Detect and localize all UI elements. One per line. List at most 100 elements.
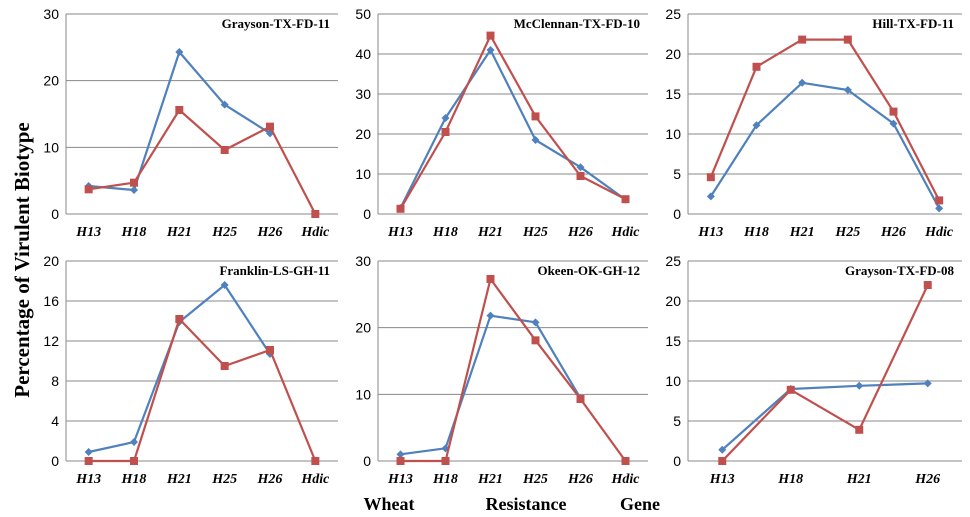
x-tick-label: H25	[211, 225, 237, 240]
x-tick-label: H25	[211, 472, 237, 487]
data-point-diamond	[706, 192, 715, 201]
series-red	[84, 315, 320, 465]
y-tick-label: 0	[673, 453, 681, 469]
x-tick-label: H21	[166, 472, 192, 487]
chart-panels: 0 10 20 30 H13 H18 H21 H25 H26 Hdic Grayson-TX-FD-…	[43, 6, 962, 487]
data-point-square	[621, 195, 630, 204]
x-tick-label: H13	[75, 472, 101, 487]
y-tick-label: 10	[665, 373, 681, 389]
data-point-diamond	[486, 46, 495, 54]
data-point-square	[621, 457, 630, 465]
y-tick-label: 30	[355, 253, 371, 269]
y-tick-label: 10	[355, 166, 371, 182]
data-point-square	[220, 362, 229, 370]
x-tick-label: H13	[387, 225, 413, 240]
x-tick-label: H18	[121, 472, 147, 487]
x-tick-label: H25	[522, 225, 548, 240]
series-red	[718, 281, 932, 465]
data-point-square	[798, 35, 807, 44]
data-point-diamond	[220, 281, 229, 289]
y-tick-label: 0	[363, 453, 371, 469]
y-tick-label: 15	[665, 86, 681, 102]
series-line	[721, 382, 928, 451]
data-point-square	[752, 62, 761, 71]
x-tick-label: H26	[257, 225, 283, 240]
data-point-diamond	[718, 445, 727, 454]
series-line	[400, 277, 627, 463]
y-tick-label: 25	[665, 253, 681, 269]
chart-panel: 0 5 10 15 20 25 H13 H18 H21 H25 H26 Hdic Hill-TX-FD-…	[665, 6, 962, 240]
x-tick-label: H26	[914, 472, 940, 487]
chart-panel: 0 4 8 12 16 20 H13 H18 H21 H25 H26 Hdic Franklin-LS-…	[43, 253, 338, 487]
x-tick-label: H21	[477, 472, 503, 487]
y-axis-label: Percentage of Virulent Biotype	[10, 122, 34, 397]
data-point-square	[889, 107, 898, 116]
data-point-square	[266, 122, 274, 131]
data-point-square	[130, 457, 138, 465]
data-point-square	[935, 196, 944, 205]
data-point-square	[576, 172, 585, 180]
series-line	[721, 284, 929, 462]
x-tick-label: H25	[522, 472, 548, 487]
series-red	[396, 31, 630, 213]
chart-panel: 0 10 20 30 H13 H18 H21 H25 H26 Hdic Okeen-OK-GH-12	[355, 253, 648, 487]
x-axis-label-word-3: Gene	[620, 494, 660, 514]
data-point-diamond	[798, 78, 807, 87]
y-tick-label: 30	[43, 6, 59, 22]
series-blue	[396, 311, 585, 459]
series-line	[709, 38, 941, 201]
x-tick-label: H13	[75, 225, 101, 240]
series-line	[88, 50, 271, 192]
y-tick-label: 10	[665, 126, 681, 142]
data-point-diamond	[84, 448, 93, 456]
data-point-square	[266, 346, 274, 354]
x-tick-label: Hdic	[300, 225, 330, 240]
y-tick-label: 0	[51, 453, 59, 469]
data-point-square	[786, 385, 795, 394]
data-point-diamond	[752, 121, 761, 130]
series-red	[396, 275, 630, 465]
data-point-diamond	[130, 438, 138, 446]
x-tick-label: H26	[257, 472, 283, 487]
series-line	[88, 283, 271, 454]
data-point-square	[855, 425, 864, 434]
x-tick-label: H21	[166, 225, 192, 240]
data-point-square	[84, 185, 93, 194]
y-tick-label: 50	[355, 6, 371, 22]
data-point-diamond	[855, 381, 864, 390]
x-tick-label: H26	[880, 225, 906, 240]
x-tick-label: Hdic	[300, 472, 330, 487]
y-tick-label: 20	[43, 73, 59, 89]
series-blue	[396, 46, 630, 212]
chart-title: Okeen-OK-GH-12	[537, 263, 640, 278]
data-point-diamond	[175, 48, 184, 56]
series-line	[88, 108, 317, 215]
x-tick-label: H13	[697, 225, 723, 240]
data-point-diamond	[935, 204, 944, 213]
y-tick-label: 12	[43, 333, 59, 349]
x-tick-label: Hdic	[924, 225, 954, 240]
series-red	[84, 106, 320, 218]
x-tick-label: H13	[387, 472, 413, 487]
data-point-diamond	[843, 86, 852, 94]
x-tick-label: H18	[777, 472, 803, 487]
chart-panel: 0 10 20 30 40 50 H13 H18 H21 H25 H26 Hdic McClennan-…	[355, 6, 648, 240]
data-point-square	[718, 457, 727, 465]
y-tick-label: 20	[355, 320, 371, 336]
x-tick-label: H26	[567, 225, 593, 240]
data-point-square	[311, 457, 320, 465]
data-point-diamond	[923, 379, 932, 388]
y-tick-label: 30	[355, 86, 371, 102]
data-point-square	[441, 457, 450, 465]
y-tick-label: 20	[665, 293, 681, 309]
x-tick-label: H25	[834, 225, 860, 240]
data-point-diamond	[130, 186, 138, 194]
data-point-square	[396, 204, 405, 213]
data-point-diamond	[576, 163, 585, 172]
x-tick-label: H21	[846, 472, 872, 487]
x-tick-label: H18	[121, 225, 147, 240]
data-point-diamond	[396, 450, 405, 459]
data-point-square	[923, 281, 932, 289]
x-tick-label: H18	[432, 472, 458, 487]
data-point-square	[311, 210, 320, 218]
